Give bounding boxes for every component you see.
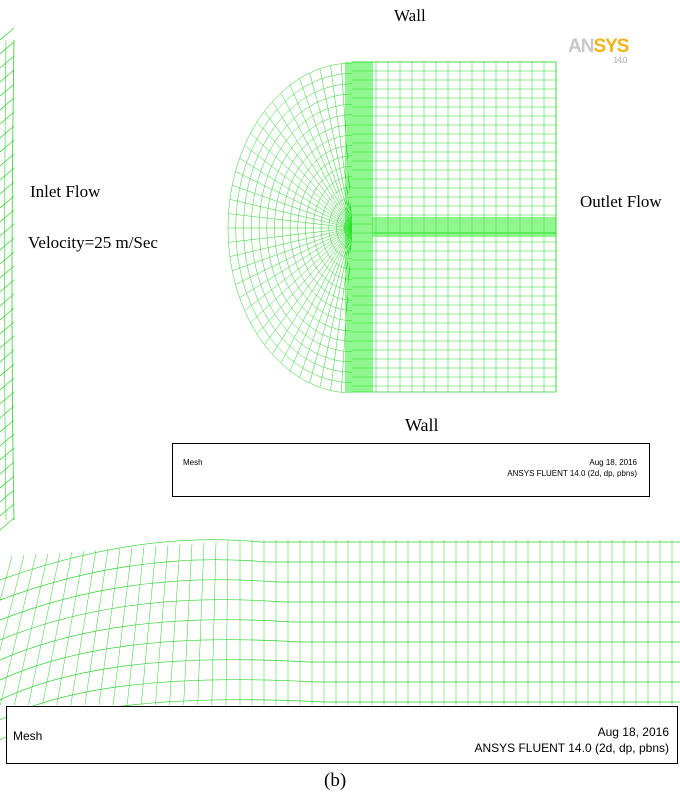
inlet-flow-label: Inlet Flow [30,182,101,201]
inset-legend-title: Mesh [183,458,203,467]
logo-prefix: AN [568,36,594,57]
logo-suffix: SYS [593,36,629,57]
inset-legend: Mesh Aug 18, 2016 ANSYS FLUENT 14.0 (2d,… [172,443,650,497]
inlet-velocity-label: Velocity=25 m/Sec [28,233,158,252]
ansys-logo: ANSYS 14.0 [568,36,629,65]
outlet-flow-label: Outlet Flow [580,192,662,211]
inset-legend-solver: ANSYS FLUENT 14.0 (2d, dp, pbns) [507,469,637,478]
inset-background [22,30,680,505]
main-legend-solver: ANSYS FLUENT 14.0 (2d, dp, pbns) [474,741,669,755]
figure-caption: (b) [324,770,347,791]
wall-bottom-label: Wall [405,415,439,435]
main-legend-date: Aug 18, 2016 [597,725,669,739]
zoomed-mesh-background [0,27,680,741]
wall-top-label: Wall [394,6,426,25]
main-legend-title: Mesh [13,729,43,743]
logo-version: 14.0 [612,55,628,65]
inset-mesh [227,61,557,394]
inset-legend-date: Aug 18, 2016 [589,458,637,467]
main-legend: Mesh Aug 18, 2016 ANSYS FLUENT 14.0 (2d,… [6,706,678,764]
